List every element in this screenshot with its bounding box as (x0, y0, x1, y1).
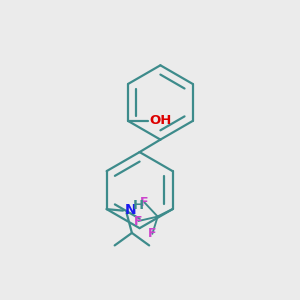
Text: H: H (133, 199, 144, 212)
Text: F: F (140, 196, 148, 209)
Text: OH: OH (149, 114, 171, 127)
Text: F: F (134, 214, 142, 227)
Text: N: N (124, 203, 136, 217)
Text: F: F (148, 227, 157, 240)
